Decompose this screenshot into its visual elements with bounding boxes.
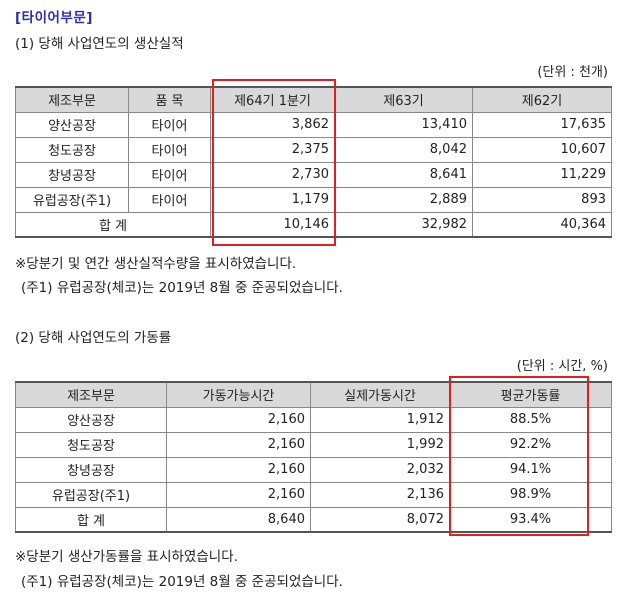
value-cell: 13,410 [334, 111, 473, 138]
table-row: 창녕공장 타이어 2,730 8,641 11,229 [15, 161, 612, 188]
value-cell: 1,912 [310, 406, 450, 433]
value-cell: 8,042 [334, 136, 473, 163]
total-value: 10,146 [210, 211, 335, 238]
header-cell: 실제가동시간 [310, 381, 450, 408]
value-cell: 2,032 [310, 456, 450, 483]
total-value: 40,364 [472, 211, 612, 238]
table-row: 양산공장 2,160 1,912 88.5% [15, 406, 612, 433]
plant-cell: 청도공장 [15, 136, 129, 163]
value-cell: 8,641 [334, 161, 473, 188]
rate-cell: 92.2% [449, 431, 612, 458]
utilization-note: ※당분기 생산가동률을 표시하였습니다. [15, 549, 238, 565]
item-cell: 타이어 [128, 161, 211, 188]
header-cell: 평균가동률 [449, 381, 612, 408]
value-cell: 2,136 [310, 481, 450, 508]
item-cell: 타이어 [128, 111, 211, 138]
utilization-heading: (2) 당해 사업연도의 가동률 [15, 330, 172, 346]
value-cell: 17,635 [472, 111, 612, 138]
utilization-table: 제조부문 가동가능시간 실제가동시간 평균가동률 양산공장 2,160 1,91… [15, 381, 612, 533]
table-header-row: 제조부문 품 목 제64기 1분기 제63기 제62기 [15, 86, 612, 113]
plant-cell: 청도공장 [15, 431, 167, 458]
table-row: 양산공장 타이어 3,862 13,410 17,635 [15, 111, 612, 138]
total-rate: 93.4% [449, 506, 612, 533]
header-cell: 제64기 1분기 [210, 86, 335, 113]
table-row: 유럽공장(주1) 타이어 1,179 2,889 893 [15, 186, 612, 213]
value-cell: 893 [472, 186, 612, 213]
total-value: 8,072 [310, 506, 450, 533]
rate-cell: 94.1% [449, 456, 612, 483]
production-unit: (단위 : 천개) [537, 65, 608, 80]
value-cell: 3,862 [210, 111, 335, 138]
value-cell: 2,375 [210, 136, 335, 163]
value-cell: 2,160 [166, 431, 311, 458]
value-cell: 2,730 [210, 161, 335, 188]
value-cell: 1,179 [210, 186, 335, 213]
plant-cell: 유럽공장(주1) [15, 186, 129, 213]
rate-cell: 98.9% [449, 481, 612, 508]
value-cell: 2,889 [334, 186, 473, 213]
header-cell: 제조부문 [15, 381, 167, 408]
plant-cell: 창녕공장 [15, 161, 129, 188]
table-row: 창녕공장 2,160 2,032 94.1% [15, 456, 612, 483]
header-cell: 품 목 [128, 86, 211, 113]
item-cell: 타이어 [128, 136, 211, 163]
table-row: 유럽공장(주1) 2,160 2,136 98.9% [15, 481, 612, 508]
production-table: 제조부문 품 목 제64기 1분기 제63기 제62기 양산공장 타이어 3,8… [15, 86, 612, 238]
value-cell: 1,992 [310, 431, 450, 458]
value-cell: 2,160 [166, 456, 311, 483]
value-cell: 2,160 [166, 481, 311, 508]
value-cell: 11,229 [472, 161, 612, 188]
total-row: 합 계 8,640 8,072 93.4% [15, 506, 612, 533]
total-value: 32,982 [334, 211, 473, 238]
total-row: 합 계 10,146 32,982 40,364 [15, 211, 612, 238]
plant-cell: 양산공장 [15, 406, 167, 433]
plant-cell: 창녕공장 [15, 456, 167, 483]
header-cell: 가동가능시간 [166, 381, 311, 408]
header-cell: 제63기 [334, 86, 473, 113]
utilization-footnote: (주1) 유럽공장(체코)는 2019년 8월 중 준공되었습니다. [21, 574, 343, 590]
value-cell: 2,160 [166, 406, 311, 433]
item-cell: 타이어 [128, 186, 211, 213]
header-cell: 제조부문 [15, 86, 129, 113]
production-footnote: (주1) 유럽공장(체코)는 2019년 8월 중 준공되었습니다. [21, 280, 343, 296]
header-cell: 제62기 [472, 86, 612, 113]
utilization-unit: (단위 : 시간, %) [516, 359, 608, 374]
rate-cell: 88.5% [449, 406, 612, 433]
total-label: 합 계 [15, 506, 167, 533]
production-note: ※당분기 및 연간 생산실적수량을 표시하였습니다. [15, 256, 297, 272]
value-cell: 10,607 [472, 136, 612, 163]
production-heading: (1) 당해 사업연도의 생산실적 [15, 36, 184, 52]
table-row: 청도공장 2,160 1,992 92.2% [15, 431, 612, 458]
plant-cell: 양산공장 [15, 111, 129, 138]
section-title: [타이어부문] [15, 10, 93, 26]
plant-cell: 유럽공장(주1) [15, 481, 167, 508]
total-value: 8,640 [166, 506, 311, 533]
table-header-row: 제조부문 가동가능시간 실제가동시간 평균가동률 [15, 381, 612, 408]
table-row: 청도공장 타이어 2,375 8,042 10,607 [15, 136, 612, 163]
total-label: 합 계 [15, 211, 211, 238]
